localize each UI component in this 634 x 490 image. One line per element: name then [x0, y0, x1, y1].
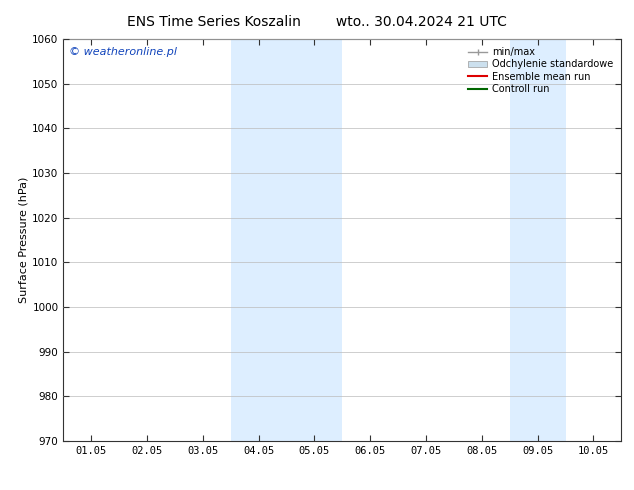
Text: © weatheronline.pl: © weatheronline.pl	[69, 47, 177, 57]
Y-axis label: Surface Pressure (hPa): Surface Pressure (hPa)	[18, 177, 28, 303]
Bar	[510, 39, 566, 441]
Legend: min/max, Odchylenie standardowe, Ensemble mean run, Controll run: min/max, Odchylenie standardowe, Ensembl…	[465, 44, 616, 97]
Bar	[231, 39, 342, 441]
Text: ENS Time Series Koszalin        wto.. 30.04.2024 21 UTC: ENS Time Series Koszalin wto.. 30.04.202…	[127, 15, 507, 29]
